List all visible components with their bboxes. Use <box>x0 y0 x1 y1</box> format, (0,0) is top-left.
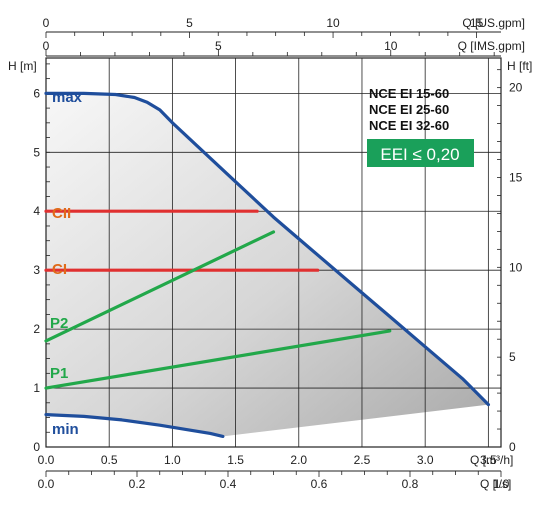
tick-label-x-ls: 0.8 <box>402 477 419 491</box>
model-label-3: NCE EI 32-60 <box>369 118 449 133</box>
tick-label-x-us: 5 <box>186 16 193 30</box>
tick-label-x-m3h: 0.5 <box>101 453 118 467</box>
tick-label-y-right: 10 <box>509 260 523 274</box>
tick-label-y-left: 1 <box>33 381 40 395</box>
x-bottom-m3h-axis-title: Q [m³/h] <box>470 453 513 467</box>
series-line-min <box>44 413 225 438</box>
tick-label-y-left: 5 <box>33 145 40 159</box>
series-line-max <box>44 91 490 407</box>
plot-border <box>45 57 502 448</box>
eei-badge-bg <box>367 139 474 167</box>
tick-label-x-m3h: 3.5 <box>480 453 497 467</box>
y-right-axis-title: H [ft] <box>507 59 532 73</box>
label-max: max <box>52 89 83 106</box>
tick-labels: 0 1 2 3 4 5 6 0 5 10 15 20 0.0 0.5 1.0 1.5 2.0 2.5 3.0 3.5 0… <box>33 16 522 491</box>
tick-label-y-left: 3 <box>33 263 40 277</box>
eei-badge-text: EEI ≤ 0,20 <box>380 145 459 164</box>
tick-label-x-ls: 0.0 <box>38 477 55 491</box>
label-cii: CII <box>52 205 71 222</box>
y-left-axis-title: H [m] <box>8 59 37 73</box>
tick-label-y-right: 0 <box>509 440 516 454</box>
series-line-p1 <box>44 329 392 390</box>
tick-label-y-left: 4 <box>33 204 40 218</box>
tick-label-x-us: 10 <box>326 16 340 30</box>
tick-label-x-m3h: 1.5 <box>227 453 244 467</box>
tick-label-x-ls: 1.0 <box>493 477 510 491</box>
tick-label-x-m3h: 0.0 <box>38 453 55 467</box>
label-p2: P2 <box>50 315 68 332</box>
shaded-area-fill <box>46 93 489 437</box>
tick-label-y-right: 20 <box>509 81 523 95</box>
label-p1: P1 <box>50 365 68 382</box>
tick-label-x-m3h: 1.0 <box>164 453 181 467</box>
tick-label-x-ls: 0.6 <box>311 477 328 491</box>
grid <box>45 31 502 477</box>
tick-label-y-right: 15 <box>509 170 523 184</box>
tick-label-x-us: 0 <box>43 16 50 30</box>
model-label-1: NCE EI 15-60 <box>369 86 449 101</box>
shaded-operating-area <box>46 93 489 437</box>
tick-label-y-left: 2 <box>33 322 40 336</box>
model-label-2: NCE EI 25-60 <box>369 102 449 117</box>
x-bottom-ls-axis-title: Q [l/s] <box>480 477 511 491</box>
tick-label-y-right: 5 <box>509 350 516 364</box>
tick-label-x-ims: 5 <box>215 39 222 53</box>
tick-label-x-ls: 0.4 <box>220 477 237 491</box>
tick-label-x-ims: 10 <box>384 39 398 53</box>
series-line-p2 <box>44 230 276 343</box>
tick-label-x-m3h: 2.5 <box>354 453 371 467</box>
series-layer <box>44 91 490 438</box>
x-top-us-axis-title: Q [US.gpm] <box>462 16 525 30</box>
tick-label-x-ls: 0.2 <box>129 477 146 491</box>
tick-label-x-ims: 0 <box>43 39 50 53</box>
tick-label-x-m3h: 2.0 <box>290 453 307 467</box>
tick-label-y-left: 6 <box>33 86 40 100</box>
label-min: min <box>52 421 79 438</box>
tick-label-y-left: 0 <box>33 440 40 454</box>
tick-label-x-us: 15 <box>470 16 484 30</box>
x-top-ims-axis-title: Q [IMS.gpm] <box>458 39 525 53</box>
label-ci: CI <box>52 261 67 278</box>
tick-label-x-m3h: 3.0 <box>417 453 434 467</box>
